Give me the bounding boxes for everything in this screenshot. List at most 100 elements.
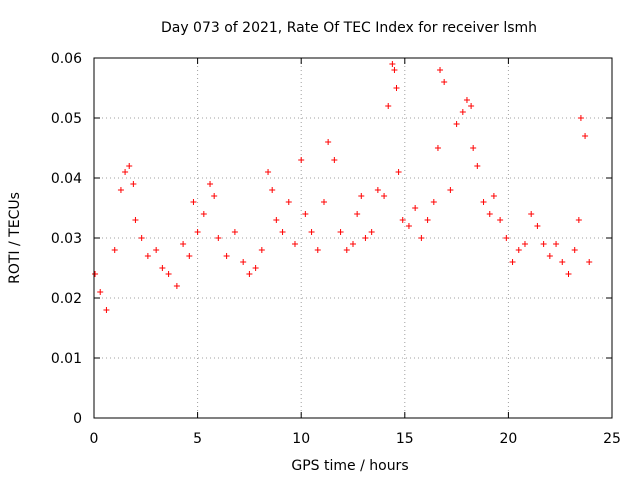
x-tick-label: 25: [603, 431, 621, 447]
data-point: [393, 85, 400, 91]
data-point: [582, 133, 589, 139]
data-point: [111, 247, 118, 253]
y-tick-label: 0.04: [51, 171, 82, 187]
data-point: [385, 103, 392, 109]
data-point: [92, 271, 99, 277]
data-points: [92, 61, 593, 313]
data-point: [314, 247, 321, 253]
data-point: [577, 115, 584, 121]
data-point: [258, 247, 265, 253]
data-point: [381, 193, 388, 199]
data-point: [130, 181, 137, 187]
data-point: [186, 253, 193, 259]
data-point: [173, 283, 180, 289]
data-point: [343, 247, 350, 253]
data-point: [273, 217, 280, 223]
data-point: [497, 217, 504, 223]
data-point: [302, 211, 309, 217]
x-axis-label: GPS time / hours: [291, 458, 408, 474]
data-point: [437, 67, 444, 73]
data-point: [571, 247, 578, 253]
data-point: [441, 79, 448, 85]
data-point: [486, 211, 493, 217]
data-point: [405, 223, 412, 229]
y-tick-label: 0.03: [51, 231, 82, 247]
data-point: [546, 253, 553, 259]
data-point: [117, 187, 124, 193]
y-axis-label: ROTI / TECUs: [7, 192, 23, 284]
data-point: [565, 271, 572, 277]
data-point: [298, 157, 305, 163]
x-tick-label: 15: [396, 431, 414, 447]
data-point: [97, 289, 104, 295]
data-point: [194, 229, 201, 235]
y-tick-label: 0: [73, 411, 82, 427]
data-point: [190, 199, 197, 205]
data-point: [285, 199, 292, 205]
data-point: [159, 265, 166, 271]
data-point: [453, 121, 460, 127]
data-point: [399, 217, 406, 223]
data-point: [368, 229, 375, 235]
y-tick-label: 0.06: [51, 51, 82, 67]
data-point: [308, 229, 315, 235]
data-point: [509, 259, 516, 265]
data-point: [180, 241, 187, 247]
x-tick-label: 5: [193, 431, 202, 447]
data-point: [480, 199, 487, 205]
data-point: [391, 67, 398, 73]
data-point: [165, 271, 172, 277]
data-point: [269, 187, 276, 193]
x-tick-labels: 0 5 10 15 20 25: [90, 431, 621, 447]
data-point: [374, 187, 381, 193]
data-point: [354, 211, 361, 217]
data-point: [252, 265, 259, 271]
data-point: [126, 163, 133, 169]
data-point: [103, 307, 110, 313]
data-point: [463, 97, 470, 103]
data-point: [207, 181, 214, 187]
data-point: [459, 109, 466, 115]
x-tick-label: 0: [90, 431, 99, 447]
data-point: [122, 169, 129, 175]
data-point: [395, 169, 402, 175]
data-point: [240, 259, 247, 265]
data-point: [534, 223, 541, 229]
data-point: [389, 61, 396, 67]
data-point: [515, 247, 522, 253]
data-point: [412, 205, 419, 211]
data-point: [424, 217, 431, 223]
data-point: [223, 253, 230, 259]
data-point: [418, 235, 425, 241]
data-point: [265, 169, 272, 175]
data-point: [246, 271, 253, 277]
y-tick-label: 0.02: [51, 291, 82, 307]
data-point: [490, 193, 497, 199]
data-point: [575, 217, 582, 223]
grid-lines: [94, 58, 612, 418]
data-point: [447, 187, 454, 193]
axis-ticks: [93, 57, 613, 419]
data-point: [291, 241, 298, 247]
data-point: [553, 241, 560, 247]
data-point: [331, 157, 338, 163]
x-tick-label: 20: [499, 431, 517, 447]
data-point: [358, 193, 365, 199]
data-point: [528, 211, 535, 217]
data-point: [470, 145, 477, 151]
data-point: [350, 241, 356, 247]
y-tick-labels: 0 0.01 0.02 0.03 0.04 0.05 0.06: [51, 51, 82, 427]
data-point: [337, 229, 344, 235]
data-point: [200, 211, 207, 217]
data-point: [279, 229, 286, 235]
y-tick-label: 0.01: [51, 351, 82, 367]
data-point: [503, 235, 510, 241]
data-point: [144, 253, 151, 259]
data-point: [559, 259, 566, 265]
data-point: [586, 259, 593, 265]
data-point: [325, 139, 332, 145]
data-point: [138, 235, 145, 241]
data-point: [434, 145, 441, 151]
data-point: [430, 199, 437, 205]
